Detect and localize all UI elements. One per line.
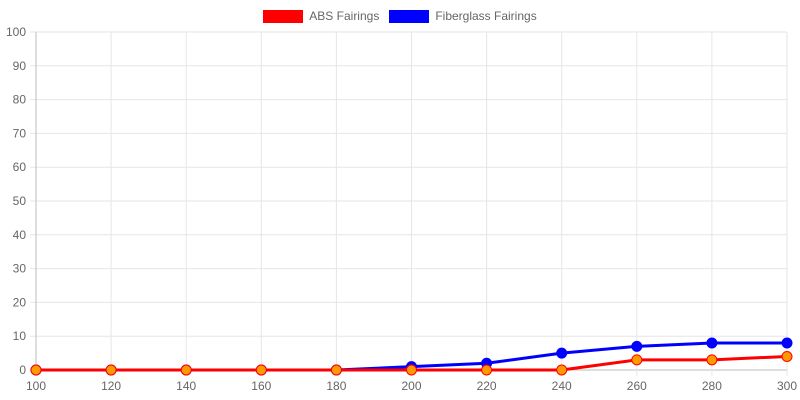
legend-label-abs-fairings: ABS Fairings xyxy=(309,9,380,23)
x-tick-label: 280 xyxy=(702,379,722,393)
legend: ABS Fairings Fiberglass Fairings xyxy=(0,0,800,32)
legend-swatch-abs-fairings xyxy=(263,9,304,23)
legend-swatch-fiberglass-fairings xyxy=(389,9,430,23)
data-point-fiberglass-fairings xyxy=(556,347,568,359)
legend-item-abs-fairings[interactable]: ABS Fairings xyxy=(263,9,379,23)
x-tick-label: 200 xyxy=(401,379,421,393)
y-tick-label: 70 xyxy=(13,126,27,140)
data-point-abs-fairings xyxy=(706,354,718,366)
y-tick-label: 10 xyxy=(13,329,27,343)
y-tick-label: 60 xyxy=(13,160,27,174)
data-point-abs-fairings xyxy=(180,364,192,376)
x-tick-label: 120 xyxy=(101,379,121,393)
x-tick-label: 180 xyxy=(326,379,346,393)
y-tick-label: 100 xyxy=(6,25,26,39)
y-tick-label: 40 xyxy=(13,228,27,242)
x-tick-label: 220 xyxy=(477,379,497,393)
x-tick-label: 140 xyxy=(176,379,196,393)
x-tick-label: 240 xyxy=(552,379,572,393)
x-tick-label: 100 xyxy=(26,379,46,393)
data-point-abs-fairings xyxy=(30,364,42,376)
x-tick-label: 300 xyxy=(777,379,797,393)
data-point-fiberglass-fairings xyxy=(631,340,643,352)
x-tick-label: 160 xyxy=(251,379,271,393)
data-point-abs-fairings xyxy=(631,354,643,366)
data-point-abs-fairings xyxy=(481,364,493,376)
y-tick-label: 20 xyxy=(13,295,27,309)
y-tick-label: 0 xyxy=(19,363,26,377)
y-tick-label: 90 xyxy=(13,59,27,73)
y-tick-label: 80 xyxy=(13,93,27,107)
data-point-abs-fairings xyxy=(105,364,117,376)
data-point-abs-fairings xyxy=(406,364,417,376)
y-tick-label: 30 xyxy=(13,262,27,276)
data-point-abs-fairings xyxy=(781,350,793,362)
legend-item-fiberglass-fairings[interactable]: Fiberglass Fairings xyxy=(389,9,537,23)
data-point-abs-fairings xyxy=(255,364,267,376)
data-point-fiberglass-fairings xyxy=(706,337,718,349)
data-point-abs-fairings xyxy=(556,364,568,376)
x-tick-label: 260 xyxy=(627,379,647,393)
y-tick-label: 50 xyxy=(13,194,27,208)
legend-label-fiberglass-fairings: Fiberglass Fairings xyxy=(435,9,537,23)
data-point-fiberglass-fairings xyxy=(781,337,793,349)
data-point-abs-fairings xyxy=(330,364,342,376)
